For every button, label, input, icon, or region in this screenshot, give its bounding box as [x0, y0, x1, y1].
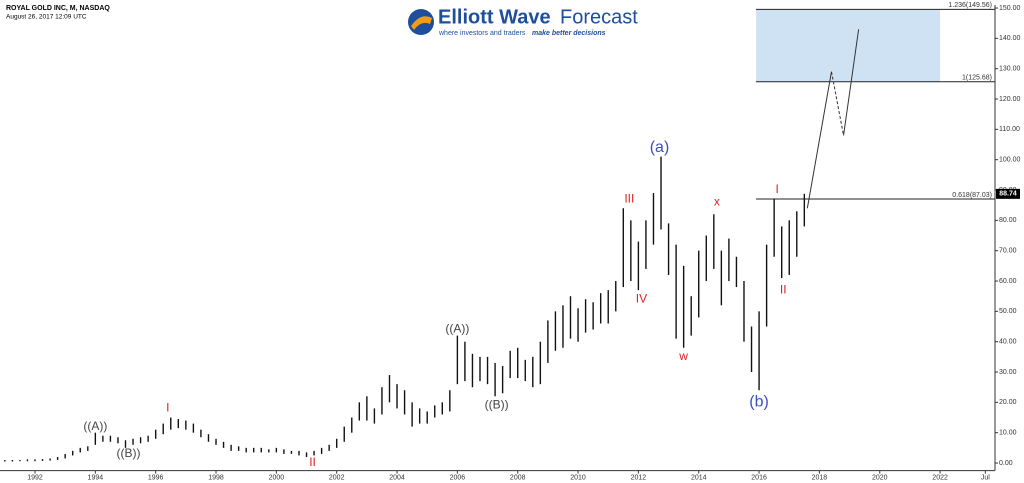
x-tick-label: 2010	[570, 474, 586, 481]
y-tick-label: 130.00	[999, 66, 1021, 73]
projection-segment	[830, 71, 845, 136]
x-tick-label: 2008	[510, 474, 526, 481]
projection-segment	[806, 71, 832, 209]
y-tick-label: 150.00	[999, 5, 1021, 12]
wave-label: II	[780, 282, 787, 296]
price-tag	[996, 188, 1020, 199]
wave-label: I	[166, 401, 169, 415]
fib-label: 1.236(149.56)	[948, 2, 992, 9]
x-tick-label: 2014	[691, 474, 707, 481]
y-tick-label: 30.00	[999, 369, 1017, 376]
x-tick-label: 1996	[148, 474, 164, 481]
x-tick-label: 2018	[812, 474, 828, 481]
fib-label: 0.618(87.03)	[952, 192, 992, 199]
wave-label: III	[624, 191, 634, 205]
y-tick-label: 70.00	[999, 248, 1017, 255]
y-tick-label: 110.00	[999, 126, 1020, 133]
fib-label: 1(125.68)	[962, 75, 992, 82]
x-tick-label: Jul	[981, 474, 990, 481]
wave-label: ((B))	[485, 398, 509, 412]
x-tick-label: 1994	[88, 474, 104, 481]
x-tick-label: 1998	[208, 474, 224, 481]
x-tick-label: 2000	[269, 474, 285, 481]
x-tick-label: 2012	[631, 474, 647, 481]
y-tick-label: 120.00	[999, 96, 1021, 103]
wave-label: x	[714, 194, 720, 208]
y-tick-label: 40.00	[999, 339, 1017, 346]
chart-subtitle: August 26, 2017 12:09 UTC	[6, 14, 87, 21]
wave-label: ((A))	[83, 419, 107, 433]
y-tick-label: 140.00	[999, 35, 1021, 42]
x-tick-label: 2006	[450, 474, 466, 481]
x-tick-label: 2016	[751, 474, 767, 481]
logo-tagline-bold: make better decisions	[532, 30, 606, 37]
y-tick-label: 100.00	[999, 157, 1021, 164]
wave-label: IV	[636, 291, 647, 305]
y-tick-label: 50.00	[999, 308, 1017, 315]
x-tick-label: 2002	[329, 474, 345, 481]
logo: Elliott Wave Forecast where investors an…	[408, 6, 638, 37]
projection-segment	[843, 29, 860, 136]
logo-brand: Elliott Wave	[438, 6, 551, 28]
price-tag-label: 88.74	[999, 191, 1017, 198]
wave-label: w	[678, 349, 688, 363]
target-zone	[756, 9, 941, 82]
chart-title: ROYAL GOLD INC, M, NASDAQ	[6, 5, 110, 12]
y-tick-label: 80.00	[999, 217, 1017, 224]
wave-label: (b)	[749, 394, 769, 411]
y-tick-label: 60.00	[999, 278, 1017, 285]
x-tick-label: 2020	[872, 474, 888, 481]
x-tick-label: 2004	[389, 474, 405, 481]
wave-label: ((B))	[117, 446, 141, 460]
x-tick-label: 1992	[27, 474, 43, 481]
wave-label: II	[309, 455, 316, 469]
wave-label: (a)	[650, 139, 670, 156]
logo-brand-suffix: Forecast	[560, 6, 638, 28]
y-tick-label: 10.00	[999, 430, 1017, 437]
logo-tagline: where investors and traders	[438, 30, 526, 37]
x-tick-label: 2022	[932, 474, 948, 481]
wave-label: ((A))	[445, 322, 469, 336]
y-tick-label: 0.00	[999, 460, 1013, 467]
y-tick-label: 20.00	[999, 399, 1017, 406]
wave-label: I	[776, 182, 779, 196]
logo-swoosh	[411, 16, 432, 30]
